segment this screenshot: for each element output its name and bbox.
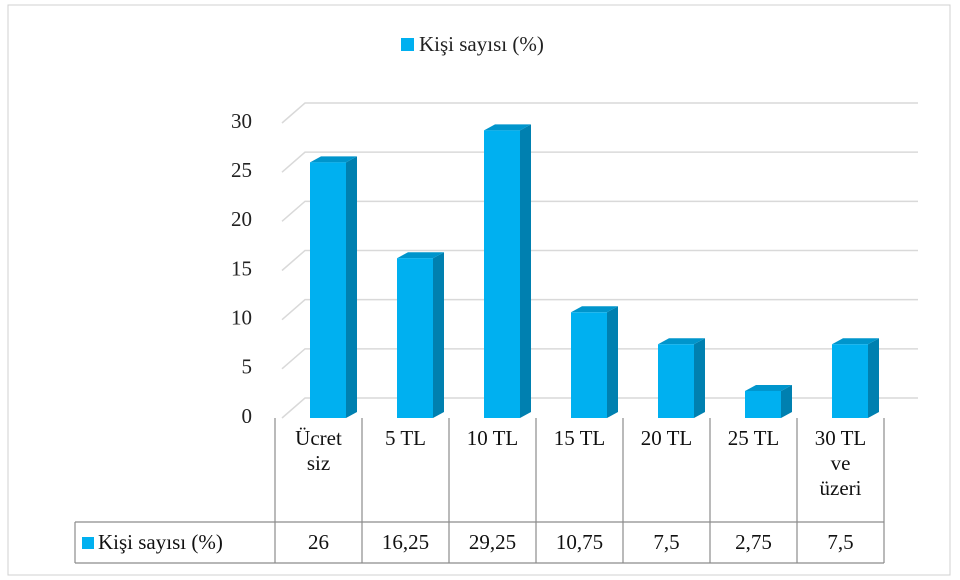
bar: [745, 390, 781, 418]
y-tick-label: 15: [231, 256, 252, 280]
bar-top: [832, 338, 879, 345]
y-tick-label: 5: [242, 355, 253, 379]
value-label: 29,25: [468, 530, 517, 554]
grid-line: [281, 151, 918, 173]
y-tick-label: 0: [242, 404, 253, 428]
bar-top: [484, 124, 531, 131]
bar-top: [310, 156, 357, 163]
bar-side: [868, 338, 879, 418]
y-tick-label: 30: [231, 109, 252, 133]
bar: [310, 162, 346, 418]
frame: [7, 4, 951, 576]
bar-top: [658, 338, 705, 345]
bar: [658, 344, 694, 418]
value-label: 10,75: [555, 530, 604, 554]
grid-line: [281, 249, 918, 272]
y-tick-label: 10: [231, 305, 252, 329]
x-tick-label: 25 TL: [727, 426, 780, 450]
y-tick-label: 25: [231, 158, 252, 182]
legend-swatch: [401, 38, 414, 51]
grid-line: [281, 200, 918, 222]
x-tick-label: 30 TL ve üzeri: [814, 426, 867, 500]
value-label: 7,5: [827, 530, 854, 554]
bar-side: [781, 384, 792, 418]
bar: [571, 312, 607, 418]
x-tick-label: 15 TL: [553, 426, 606, 450]
legend-swatch: [82, 537, 94, 549]
x-tick-label: 5 TL: [384, 426, 427, 450]
value-label: 16,25: [381, 530, 430, 554]
bar-side: [607, 306, 618, 418]
value-label: 2,75: [735, 530, 772, 554]
bar-side: [346, 156, 357, 419]
value-label: 26: [308, 530, 329, 554]
bar: [832, 344, 868, 418]
bar-top: [745, 384, 792, 391]
y-tick-label: 20: [231, 207, 252, 231]
bar-side: [520, 124, 531, 418]
grid-line: [281, 298, 918, 321]
x-tick-label: 10 TL: [466, 426, 519, 450]
bar: [397, 258, 433, 418]
grid-line: [281, 397, 918, 419]
bar-side: [433, 252, 444, 418]
x-tick-label: Ücret siz: [295, 426, 342, 475]
x-tick-label: 20 TL: [640, 426, 693, 450]
bar-side: [694, 338, 705, 418]
bar: [484, 130, 520, 418]
grid-line: [281, 348, 918, 370]
value-label: 7,5: [653, 530, 680, 554]
grid-line: [281, 102, 918, 124]
bar-top: [397, 252, 444, 259]
table-legend-label: Kişi sayısı (%): [98, 530, 223, 554]
bar-top: [571, 306, 618, 313]
legend-label: Kişi sayısı (%): [419, 32, 544, 56]
